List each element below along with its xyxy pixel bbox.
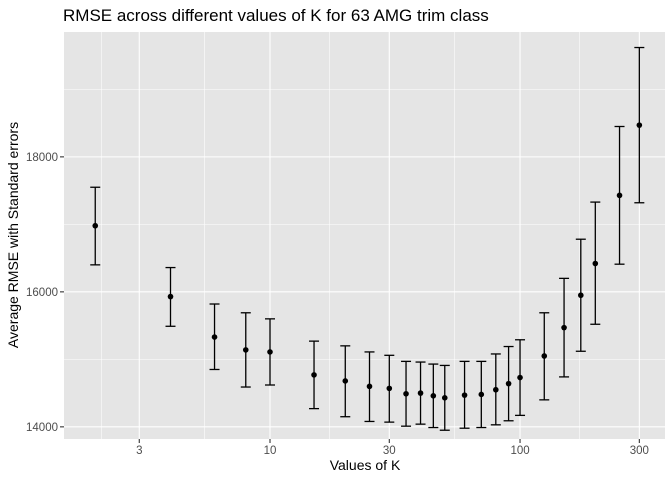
x-tick-label: 10: [264, 445, 277, 457]
y-axis-label: Average RMSE with Standard errors: [5, 122, 21, 348]
data-point: [636, 122, 643, 128]
data-point: [461, 392, 468, 398]
y-tick-label: 16000: [26, 287, 58, 299]
data-point: [517, 374, 523, 381]
error-bars: [90, 46, 645, 431]
data-point: [616, 192, 623, 199]
data-point: [242, 347, 249, 353]
x-axis-label: Values of K: [330, 457, 401, 473]
chart-title: RMSE across different values of K for 63…: [63, 6, 489, 25]
data-point: [478, 391, 485, 398]
data-point: [505, 380, 512, 387]
data-point: [311, 372, 317, 378]
data-point: [211, 334, 218, 340]
data-point: [541, 353, 548, 359]
data-point: [267, 349, 273, 355]
data-point: [592, 260, 599, 267]
y-tick-label: 18000: [26, 152, 58, 164]
data-point: [417, 390, 424, 396]
minor-gridlines: [64, 32, 665, 439]
data-point: [441, 395, 448, 401]
data-point: [561, 324, 567, 331]
data-point: [342, 378, 349, 384]
data-points: [92, 122, 643, 401]
data-point: [578, 292, 584, 299]
x-axis: 3 10 30 100 300: [136, 439, 649, 457]
x-tick-label: 30: [383, 445, 396, 457]
x-tick-label: 100: [510, 445, 529, 457]
data-point: [430, 393, 437, 399]
data-point: [167, 293, 174, 300]
y-axis: 14000 16000 18000: [26, 152, 64, 434]
data-point: [493, 386, 499, 393]
data-point: [92, 222, 99, 229]
y-tick-label: 14000: [26, 422, 58, 434]
plot-panel: [64, 32, 665, 439]
x-tick-label: 300: [630, 445, 649, 457]
x-tick-label: 3: [136, 445, 142, 457]
data-point: [403, 390, 409, 397]
data-point: [386, 385, 393, 392]
data-point: [366, 383, 373, 390]
